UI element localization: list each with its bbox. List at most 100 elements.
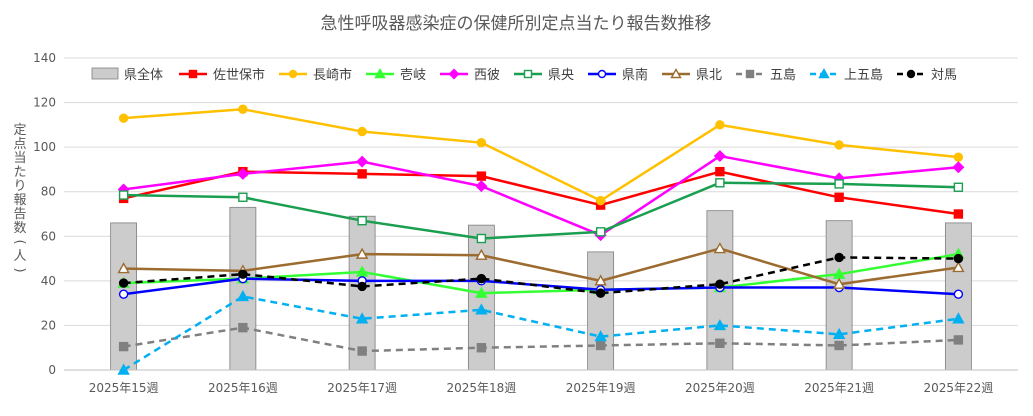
y-axis-label-char: 告: [13, 207, 26, 222]
bar: [587, 251, 615, 371]
x-tick-label: 2025年20週: [685, 381, 755, 395]
data-point: [117, 363, 130, 375]
data-point: [715, 178, 725, 188]
data-point: [834, 192, 844, 202]
x-tick-label: 2025年16週: [208, 381, 278, 395]
series-2: [118, 104, 964, 206]
data-point: [357, 281, 367, 292]
y-tick-label: 20: [41, 318, 56, 332]
series-8: [118, 322, 964, 356]
axes: 0 20 40 60 80 100 120 140 2025年15週 2025年16週 2025年1…: [33, 51, 1018, 395]
x-tick-label: 2025年19週: [566, 381, 636, 395]
y-tick-label: 40: [41, 274, 56, 288]
y-axis-label-char: 当: [13, 151, 26, 166]
data-point: [357, 126, 367, 137]
y-tick-label: 100: [33, 140, 56, 154]
data-point: [117, 262, 130, 274]
data-point: [595, 227, 606, 237]
data-point: [953, 335, 964, 345]
x-tick-label: 2025年22週: [923, 381, 993, 395]
x-tick-label: 2025年21週: [804, 381, 874, 395]
legend-item: 五島: [736, 68, 796, 83]
bar: [348, 215, 376, 371]
data-point: [476, 273, 487, 284]
data-point: [834, 340, 844, 351]
legend: 県全体 佐世保市 長崎市 壱岐 西彼 県央 県南 県北 五島 上五島 対馬: [91, 67, 957, 83]
x-tick-label: 2025年17週: [327, 381, 397, 395]
grid-lines: [64, 57, 1018, 371]
legend-item: 上五島: [810, 68, 883, 83]
legend-item: 長崎市: [279, 67, 352, 83]
legend-label: 県央: [548, 68, 574, 83]
series-line: [122, 295, 959, 372]
data-point: [832, 277, 846, 289]
data-point: [236, 290, 250, 302]
data-point: [834, 252, 844, 263]
data-point: [834, 140, 844, 150]
data-point: [476, 171, 487, 181]
y-tick-label: 120: [33, 96, 56, 110]
x-tick-label: 2025年18週: [446, 381, 516, 395]
y-axis-label-char: 数: [13, 221, 26, 236]
data-point: [715, 120, 725, 130]
legend-item: 佐世保市: [179, 67, 265, 83]
data-point: [118, 113, 129, 123]
data-point: [238, 192, 248, 202]
series-line: [123, 108, 959, 202]
legend-marker: [597, 69, 607, 79]
data-point: [476, 233, 487, 244]
y-tick-label: 140: [33, 51, 56, 65]
y-axis-label-char: 点: [13, 137, 26, 152]
data-point: [952, 312, 965, 324]
legend-label: 西彼: [474, 68, 500, 83]
legend-item: 壱岐: [366, 68, 426, 83]
data-point: [953, 182, 964, 192]
data-point: [476, 137, 487, 148]
legend-marker: [670, 68, 682, 79]
data-point: [832, 327, 846, 340]
legend-item: 県央: [514, 68, 574, 83]
data-point: [715, 338, 725, 348]
data-point: [475, 286, 488, 298]
legend-label: 上五島: [844, 68, 883, 83]
data-point: [357, 169, 367, 179]
y-axis-label-char: 定: [13, 123, 26, 138]
legend-label: 壱岐: [400, 68, 426, 83]
legend-marker: [374, 68, 386, 79]
data-point: [118, 289, 129, 299]
data-point: [238, 104, 248, 114]
legend-label: 長崎市: [313, 67, 352, 83]
y-axis-label-char: た: [13, 165, 26, 180]
legend-item: 県全体: [91, 67, 163, 83]
series-line: [123, 256, 959, 295]
data-point: [357, 346, 367, 356]
data-point: [595, 195, 606, 206]
series-9: [117, 290, 965, 375]
legend-item: 西彼: [440, 68, 500, 83]
legend-item: 県南: [588, 67, 648, 83]
legend-marker: [188, 69, 198, 79]
data-point: [715, 166, 725, 177]
y-axis-label-char: 報: [13, 193, 26, 208]
series-line: [123, 154, 959, 237]
data-point: [713, 318, 727, 331]
data-point: [118, 341, 129, 352]
y-axis-label-char: (: [12, 239, 27, 244]
legend-item: 対馬: [897, 68, 957, 83]
data-point: [715, 279, 725, 289]
data-point: [355, 265, 369, 277]
legend-label: 対馬: [931, 68, 957, 83]
series-line: [123, 277, 959, 296]
data-point: [475, 248, 488, 260]
data-point: [952, 161, 965, 174]
legend-label: 五島: [770, 68, 796, 83]
data-point: [594, 274, 607, 286]
data-point: [834, 179, 844, 189]
data-point: [355, 312, 369, 324]
y-axis-label-char: 人: [13, 249, 26, 264]
legend-marker: [818, 68, 830, 79]
legend-label: 県南: [622, 67, 648, 83]
line-series: [117, 104, 965, 375]
